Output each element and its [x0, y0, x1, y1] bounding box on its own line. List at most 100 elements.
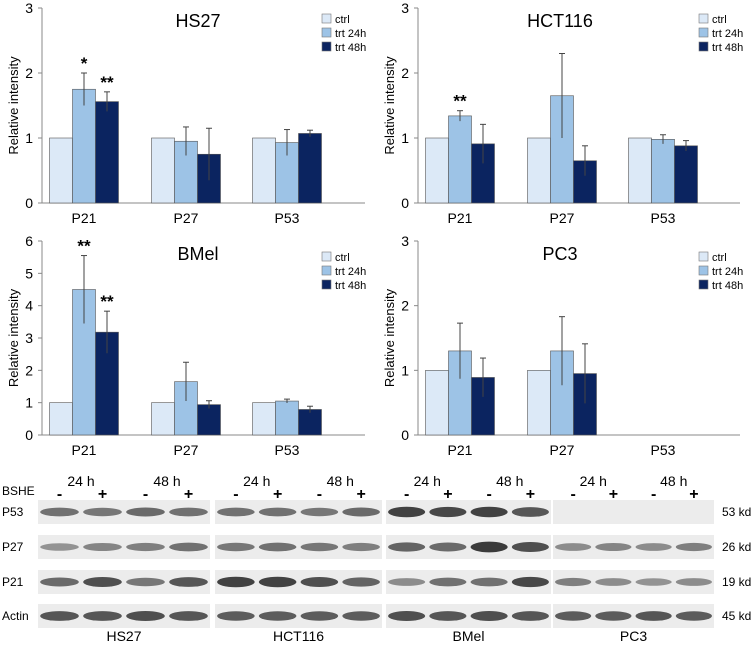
significance-marker: **	[100, 292, 114, 311]
band	[342, 507, 380, 517]
y-tick-label: 2	[25, 65, 33, 81]
legend-swatch	[698, 27, 709, 38]
band	[511, 542, 549, 552]
bar-p53-trt-24h	[651, 139, 675, 204]
bar-p53-trt-24h	[275, 400, 299, 436]
significance-marker: *	[81, 54, 88, 73]
y-tick-label: 2	[25, 362, 33, 378]
band	[300, 611, 339, 621]
blot-strip	[553, 500, 714, 524]
cell-line-label: BMel	[453, 628, 485, 644]
band	[83, 611, 122, 621]
band	[635, 611, 672, 621]
bar-p53-trt-48h	[298, 133, 322, 204]
lane-sign: +	[609, 486, 618, 503]
band	[40, 577, 79, 587]
legend-swatch	[698, 41, 709, 52]
bar-p27-ctrl	[151, 137, 175, 204]
band	[342, 577, 380, 587]
bar-p21-trt-24h	[448, 115, 472, 204]
protein-label: Actin	[2, 609, 29, 623]
lane-sign: +	[98, 486, 107, 503]
band	[258, 507, 297, 517]
band	[675, 611, 712, 621]
legend-label: trt 24h	[712, 266, 743, 278]
band	[342, 542, 380, 552]
legend-label: trt 24h	[335, 266, 366, 278]
time-label: 24 h	[67, 473, 94, 489]
band	[40, 543, 79, 551]
y-axis-label: Relative intensity	[6, 56, 21, 155]
blot-panel-bmel: 24 h 48 h- + - +BMel	[386, 473, 551, 644]
bar-p27-ctrl	[527, 370, 551, 436]
band	[40, 611, 79, 621]
band	[429, 542, 467, 552]
x-tick-label: P21	[448, 442, 473, 458]
lane-sign: -	[404, 486, 409, 503]
lane-sign: -	[651, 486, 656, 503]
lane-sign: -	[143, 486, 148, 503]
band	[217, 507, 255, 517]
chart-pc3: 0 1 2 3 Relative intensity PC3 P21 P27 P53 ctrl tr…	[382, 233, 743, 458]
band	[470, 506, 508, 518]
significance-marker: **	[453, 92, 467, 111]
blot-panel-hct116: 24 h 48 h- + - +HCT116	[215, 473, 382, 644]
band	[555, 611, 592, 621]
band	[595, 543, 632, 551]
band	[555, 543, 592, 551]
x-tick-label: P53	[651, 442, 676, 458]
legend-swatch	[321, 27, 332, 38]
legend-swatch	[321, 251, 332, 262]
band	[388, 611, 426, 621]
kd-label: 45 kd	[722, 609, 751, 623]
band	[83, 543, 122, 551]
band	[217, 611, 255, 621]
band	[126, 577, 165, 587]
y-tick-label: 1	[401, 362, 409, 378]
legend-swatch	[321, 279, 332, 290]
band	[83, 577, 122, 587]
lane-sign: -	[317, 486, 322, 503]
chart-bmel: 0 1 2 3 4 5 6 Relative intensity BMel P21 P27 P53 **…	[6, 233, 366, 458]
band	[388, 578, 426, 586]
time-label: 48 h	[153, 473, 180, 489]
y-tick-label: 0	[25, 195, 33, 211]
band	[388, 506, 426, 518]
time-label: 24 h	[414, 473, 441, 489]
y-tick-label: 3	[25, 330, 33, 346]
y-tick-label: 0	[401, 427, 409, 443]
kd-label: 19 kd	[722, 575, 751, 589]
band	[429, 506, 467, 518]
y-axis-label: Relative intensity	[382, 56, 397, 155]
legend-label: trt 24h	[335, 28, 366, 40]
protein-label: P21	[2, 575, 24, 589]
band	[169, 577, 208, 587]
band	[217, 576, 255, 588]
x-tick-label: P27	[550, 442, 575, 458]
y-tick-label: 6	[25, 233, 33, 249]
bar-p53-ctrl	[252, 402, 276, 436]
band	[342, 611, 380, 621]
cell-line-label: HS27	[106, 628, 141, 644]
bar-p27-ctrl	[151, 402, 175, 436]
band	[169, 507, 208, 517]
y-tick-label: 4	[25, 298, 33, 314]
legend-label: ctrl	[712, 14, 727, 26]
legend-label: ctrl	[712, 252, 727, 264]
band	[429, 611, 467, 621]
band	[555, 577, 592, 587]
bar-p53-trt-48h	[674, 145, 698, 204]
y-tick-label: 1	[401, 130, 409, 146]
lane-sign: +	[184, 486, 193, 503]
band	[258, 542, 297, 552]
band	[217, 542, 255, 552]
legend-swatch	[698, 13, 709, 24]
lane-sign: -	[486, 486, 491, 503]
chart-title: BMel	[177, 244, 218, 264]
band	[258, 611, 297, 621]
time-label: 48 h	[660, 473, 687, 489]
blot-panel-pc3: 24 h 48 h- + - +PC3	[553, 473, 714, 644]
x-tick-label: P27	[550, 210, 575, 226]
